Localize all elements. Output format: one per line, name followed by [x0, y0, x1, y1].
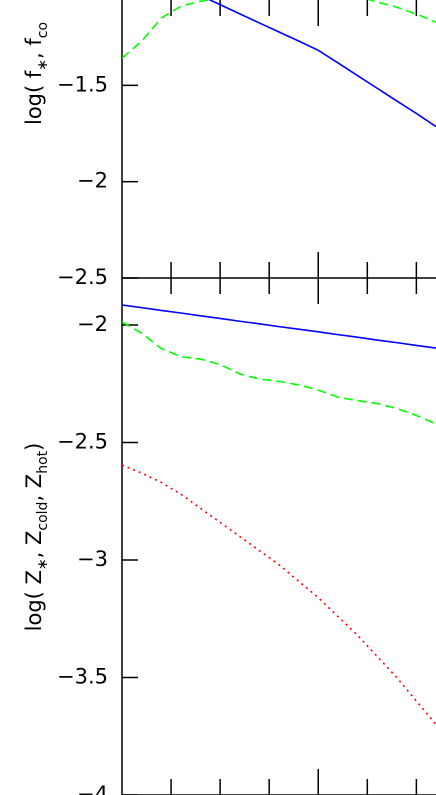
series-line: [208, 0, 436, 128]
y-tick-label: −2: [77, 169, 108, 193]
series-line: [122, 321, 436, 425]
y-axis-label: log( Z∗, Zcold, Zhot): [22, 443, 51, 632]
y-label-part: , Z: [22, 474, 46, 502]
y-label-part: ): [22, 443, 46, 451]
y-label-sub: hot: [35, 450, 51, 473]
y-label-part: , f: [22, 38, 46, 59]
plot-area: [122, 0, 436, 128]
y-tick-label: −3: [77, 547, 108, 571]
y-label-part: log( Z: [22, 570, 46, 631]
y-label-part: log( f: [22, 70, 46, 125]
series-line: [122, 464, 436, 726]
plot-area: [122, 304, 436, 726]
y-tick-label: −2.5: [57, 265, 108, 289]
series-line: [122, 0, 436, 59]
y-label-sub: co: [35, 22, 51, 38]
y-label-sub: ∗: [35, 59, 51, 71]
y-tick-label: −2: [77, 312, 108, 336]
y-label-part: , Z: [22, 531, 46, 559]
y-label-sub: cold: [35, 502, 51, 531]
y-axis-label: log( f∗, fco: [22, 22, 51, 125]
y-label-sub: ∗: [35, 558, 51, 570]
y-tick-label: −2.5: [57, 430, 108, 454]
y-tick-label: −3.5: [57, 665, 108, 689]
series-line: [122, 304, 436, 349]
y-tick-label: −1.5: [57, 72, 108, 96]
y-tick-label: −4: [77, 782, 108, 795]
